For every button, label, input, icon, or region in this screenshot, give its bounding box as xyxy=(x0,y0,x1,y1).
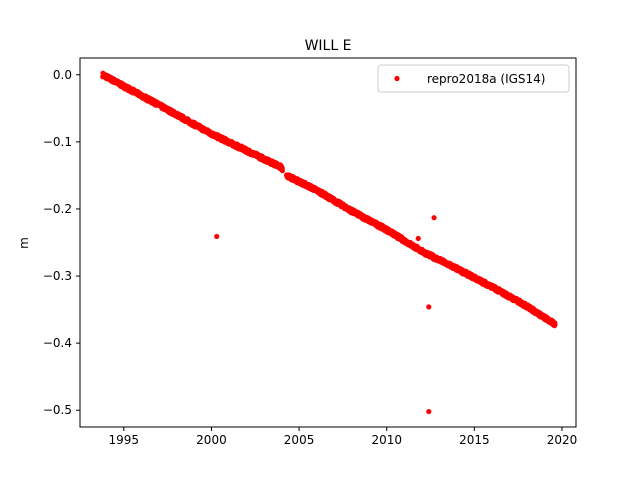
legend-label: repro2018a (IGS14) xyxy=(427,72,545,86)
y-axis-label: m xyxy=(17,237,31,249)
legend: repro2018a (IGS14) xyxy=(377,64,570,93)
outlier-point xyxy=(426,408,432,415)
x-axis: 1995 2000 2005 2010 2015 2020 xyxy=(109,427,578,447)
chart-title: WILL E xyxy=(305,38,352,54)
y-tick-label: −0.1 xyxy=(43,135,72,149)
outlier-point xyxy=(431,215,437,221)
y-tick-label: 0.0 xyxy=(53,68,72,82)
y-axis: 0.0 −0.1 −0.2 −0.3 −0.4 −0.5 xyxy=(43,68,80,417)
y-tick-label: −0.4 xyxy=(43,336,72,350)
x-tick-label: 2005 xyxy=(284,433,315,447)
x-tick-label: 2000 xyxy=(196,433,227,447)
outlier-point xyxy=(415,235,421,242)
x-tick-label: 2015 xyxy=(459,433,490,447)
data-point xyxy=(552,322,558,328)
y-tick-label: −0.3 xyxy=(43,269,72,283)
legend-box xyxy=(377,64,570,93)
outlier-point xyxy=(214,233,220,240)
data-point xyxy=(279,168,285,174)
legend-marker xyxy=(394,75,400,82)
plot-area-frame xyxy=(79,57,577,428)
y-tick-label: −0.2 xyxy=(43,202,72,216)
outlier-point xyxy=(426,304,432,310)
data-points xyxy=(100,70,558,415)
x-tick-label: 2020 xyxy=(547,433,578,447)
y-tick-label: −0.5 xyxy=(43,403,72,417)
x-tick-label: 2010 xyxy=(371,433,402,447)
x-tick-label: 1995 xyxy=(109,433,140,447)
